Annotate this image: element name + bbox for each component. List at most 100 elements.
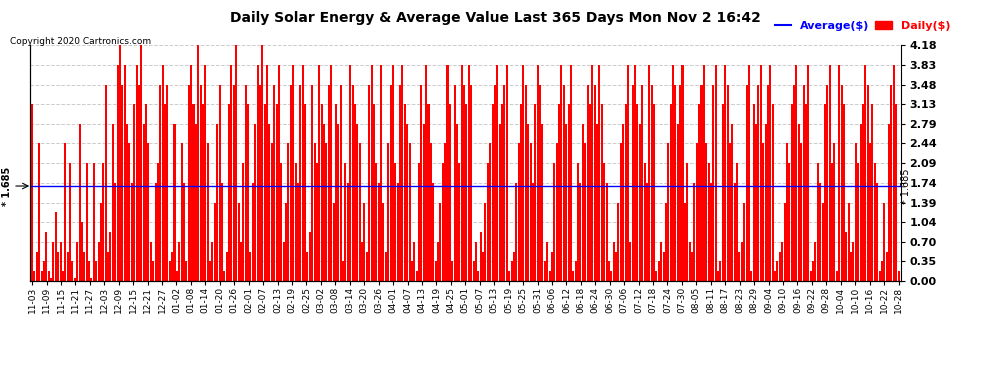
Bar — [827, 85, 829, 281]
Bar — [866, 85, 868, 281]
Bar — [304, 104, 306, 281]
Bar — [207, 143, 209, 281]
Bar — [722, 104, 724, 281]
Bar — [589, 104, 591, 281]
Bar — [501, 104, 503, 281]
Bar — [807, 65, 810, 281]
Bar — [228, 104, 230, 281]
Bar — [725, 65, 727, 281]
Text: * 1.685: * 1.685 — [2, 166, 12, 206]
Bar — [331, 65, 333, 281]
Bar — [800, 143, 802, 281]
Bar — [78, 123, 80, 281]
Bar — [513, 252, 515, 281]
Bar — [335, 104, 337, 281]
Bar — [358, 143, 360, 281]
Bar — [251, 183, 253, 281]
Bar — [470, 85, 472, 281]
Bar — [401, 65, 403, 281]
Bar — [691, 252, 693, 281]
Bar — [185, 261, 187, 281]
Bar — [620, 143, 622, 281]
Bar — [622, 123, 624, 281]
Bar — [133, 104, 136, 281]
Bar — [446, 65, 448, 281]
Bar — [737, 163, 739, 281]
Bar — [630, 242, 632, 281]
Bar — [890, 85, 892, 281]
Bar — [392, 65, 394, 281]
Bar — [558, 104, 560, 281]
Bar — [893, 65, 895, 281]
Bar — [418, 163, 420, 281]
Bar — [141, 45, 143, 281]
Bar — [154, 183, 156, 281]
Bar — [551, 252, 553, 281]
Bar — [615, 252, 617, 281]
Bar — [591, 65, 593, 281]
Bar — [214, 203, 216, 281]
Bar — [164, 104, 166, 281]
Bar — [532, 183, 534, 281]
Bar — [41, 271, 43, 281]
Bar — [693, 183, 695, 281]
Bar — [121, 85, 124, 281]
Bar — [645, 183, 647, 281]
Bar — [764, 123, 766, 281]
Text: * 1.685: * 1.685 — [901, 168, 911, 204]
Bar — [565, 123, 567, 281]
Bar — [433, 183, 435, 281]
Bar — [627, 65, 629, 281]
Bar — [285, 203, 287, 281]
Bar — [52, 242, 54, 281]
Bar — [771, 104, 774, 281]
Bar — [686, 163, 688, 281]
Bar — [100, 203, 102, 281]
Bar — [793, 85, 795, 281]
Bar — [468, 65, 470, 281]
Bar — [129, 143, 131, 281]
Text: Copyright 2020 Cartronics.com: Copyright 2020 Cartronics.com — [10, 38, 151, 46]
Bar — [596, 123, 598, 281]
Bar — [105, 85, 107, 281]
Bar — [292, 65, 294, 281]
Bar — [698, 104, 700, 281]
Bar — [603, 163, 605, 281]
Bar — [202, 104, 204, 281]
Bar — [511, 261, 513, 281]
Bar — [824, 104, 826, 281]
Bar — [582, 123, 584, 281]
Bar — [238, 203, 240, 281]
Bar — [598, 65, 600, 281]
Bar — [883, 203, 885, 281]
Bar — [805, 104, 807, 281]
Bar — [361, 242, 363, 281]
Bar — [874, 163, 876, 281]
Bar — [71, 261, 73, 281]
Bar — [594, 85, 596, 281]
Bar — [518, 143, 520, 281]
Bar — [727, 85, 729, 281]
Bar — [748, 65, 750, 281]
Bar — [314, 143, 316, 281]
Bar — [93, 163, 95, 281]
Bar — [370, 65, 372, 281]
Bar — [579, 183, 581, 281]
Bar — [574, 261, 577, 281]
Bar — [437, 242, 439, 281]
Bar — [62, 271, 64, 281]
Bar — [477, 271, 479, 281]
Bar — [117, 65, 119, 281]
Bar — [166, 85, 168, 281]
Bar — [786, 143, 788, 281]
Bar — [494, 85, 496, 281]
Bar — [710, 183, 712, 281]
Bar — [854, 143, 856, 281]
Bar — [601, 104, 603, 281]
Bar — [555, 143, 557, 281]
Bar — [351, 85, 353, 281]
Bar — [110, 232, 112, 281]
Bar — [881, 261, 883, 281]
Bar — [161, 65, 163, 281]
Bar — [810, 271, 812, 281]
